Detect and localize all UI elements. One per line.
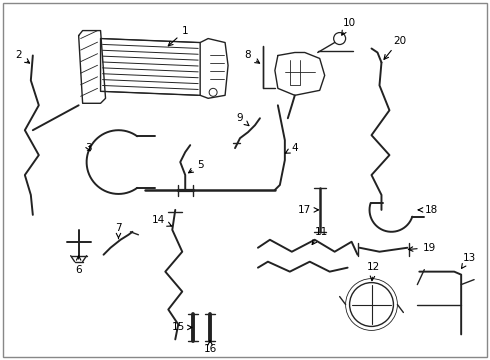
Text: 19: 19 bbox=[408, 243, 436, 253]
Text: 2: 2 bbox=[16, 50, 29, 63]
Text: 6: 6 bbox=[75, 256, 82, 275]
Text: 1: 1 bbox=[168, 26, 189, 46]
Text: 17: 17 bbox=[298, 205, 319, 215]
Text: 14: 14 bbox=[152, 215, 172, 226]
Text: 9: 9 bbox=[237, 113, 249, 126]
Text: 5: 5 bbox=[189, 160, 203, 173]
Text: 16: 16 bbox=[203, 341, 217, 354]
Text: 13: 13 bbox=[462, 253, 476, 269]
Text: 4: 4 bbox=[285, 143, 298, 153]
Text: 11: 11 bbox=[312, 227, 328, 244]
Text: 7: 7 bbox=[115, 223, 122, 238]
Text: 15: 15 bbox=[172, 323, 192, 332]
Text: 3: 3 bbox=[85, 143, 92, 153]
Text: 8: 8 bbox=[245, 50, 260, 63]
Text: 20: 20 bbox=[384, 36, 406, 59]
Text: 10: 10 bbox=[342, 18, 356, 35]
Text: 18: 18 bbox=[418, 205, 438, 215]
Text: 12: 12 bbox=[367, 262, 380, 280]
